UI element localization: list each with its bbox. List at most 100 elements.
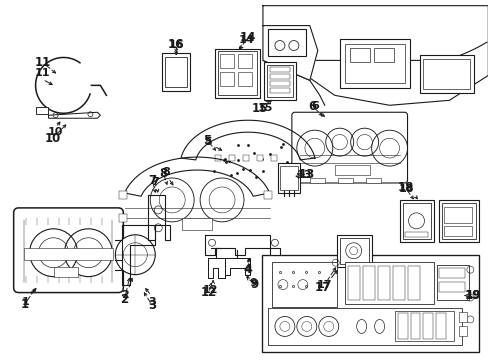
Bar	[402, 203, 430, 239]
Polygon shape	[208, 258, 224, 278]
Bar	[362, 266, 374, 300]
Bar	[365, 178, 380, 183]
Bar	[444, 207, 471, 223]
Bar	[215, 155, 221, 161]
Polygon shape	[148, 195, 170, 240]
Bar	[309, 178, 324, 183]
Bar	[182, 218, 212, 230]
Text: 7: 7	[148, 174, 156, 186]
Bar	[458, 312, 467, 323]
Bar	[339, 238, 368, 264]
Text: 9: 9	[248, 278, 256, 288]
Bar	[228, 155, 235, 161]
Bar	[423, 59, 469, 89]
Bar	[397, 314, 407, 339]
Bar	[347, 266, 359, 300]
FancyBboxPatch shape	[291, 112, 407, 183]
Bar	[279, 166, 297, 190]
Bar	[442, 203, 475, 239]
Bar	[439, 268, 465, 278]
Text: 10: 10	[44, 132, 61, 145]
Text: 4: 4	[244, 265, 251, 275]
Bar	[404, 232, 427, 237]
Bar	[336, 235, 371, 267]
Ellipse shape	[356, 319, 366, 333]
Bar	[334, 165, 369, 175]
Bar	[394, 311, 453, 341]
Bar	[256, 155, 263, 161]
Bar	[392, 266, 404, 300]
Text: 1: 1	[21, 297, 29, 306]
Bar	[218, 51, 256, 95]
Text: 2: 2	[121, 289, 129, 300]
Text: 3: 3	[148, 297, 156, 306]
Text: 18: 18	[398, 184, 413, 194]
Bar	[165, 58, 187, 87]
Circle shape	[115, 235, 155, 275]
Text: 12: 12	[202, 284, 217, 294]
Text: 16: 16	[168, 38, 184, 51]
Text: 15: 15	[251, 102, 267, 115]
Bar	[267, 307, 462, 345]
Bar	[238, 54, 251, 68]
Text: 18: 18	[397, 181, 413, 194]
Bar	[277, 163, 299, 193]
Text: 11: 11	[35, 68, 50, 78]
Bar	[269, 67, 289, 72]
Bar	[410, 314, 420, 339]
Bar	[437, 265, 468, 300]
FancyBboxPatch shape	[14, 208, 123, 293]
Text: 13: 13	[298, 167, 314, 180]
Bar	[344, 44, 404, 84]
Bar	[423, 314, 432, 339]
Text: 17: 17	[314, 281, 330, 294]
Bar	[436, 314, 446, 339]
Polygon shape	[48, 112, 100, 118]
Bar	[266, 66, 292, 97]
Bar	[215, 49, 260, 98]
Text: 14: 14	[239, 31, 256, 44]
Bar	[419, 55, 473, 93]
Text: 11: 11	[34, 56, 51, 69]
Bar	[220, 54, 234, 68]
Bar	[458, 327, 467, 336]
Text: 15: 15	[257, 103, 272, 113]
Text: 10: 10	[48, 127, 63, 137]
Bar	[267, 28, 305, 57]
Bar	[271, 262, 336, 306]
Text: 19: 19	[465, 289, 480, 300]
Bar	[220, 72, 234, 86]
Bar	[262, 255, 478, 352]
Bar	[270, 155, 276, 161]
Bar	[444, 226, 471, 236]
Text: 1: 1	[20, 298, 29, 311]
Bar	[339, 39, 408, 88]
Text: 19: 19	[464, 289, 481, 302]
Text: 5: 5	[204, 137, 211, 147]
Bar	[264, 191, 271, 199]
Bar	[439, 282, 465, 292]
Bar	[337, 178, 352, 183]
Bar	[349, 48, 369, 62]
Text: 13: 13	[297, 170, 312, 180]
Text: 17: 17	[316, 280, 332, 289]
Polygon shape	[122, 225, 155, 285]
Text: 6: 6	[308, 100, 316, 113]
Bar	[53, 267, 78, 276]
Text: 6: 6	[310, 101, 318, 111]
Ellipse shape	[374, 319, 384, 333]
Bar	[162, 54, 190, 91]
Text: 12: 12	[201, 286, 217, 299]
Bar	[373, 48, 393, 62]
Text: 3: 3	[148, 299, 156, 312]
Bar	[119, 214, 127, 222]
Bar	[238, 72, 251, 86]
Polygon shape	[204, 235, 279, 255]
Polygon shape	[224, 258, 249, 275]
Polygon shape	[263, 6, 488, 105]
Bar	[36, 107, 47, 114]
Text: 4: 4	[244, 263, 252, 276]
Text: 14: 14	[239, 35, 254, 45]
Bar	[439, 200, 478, 242]
Text: 9: 9	[250, 278, 259, 291]
